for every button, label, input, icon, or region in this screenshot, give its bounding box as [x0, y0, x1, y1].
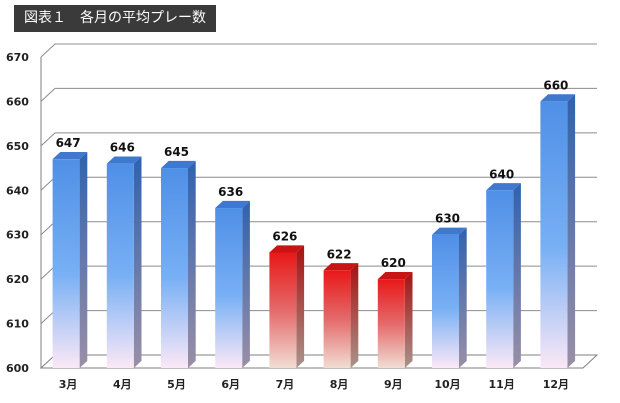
gridline [40, 43, 597, 58]
bar-side [404, 271, 413, 368]
bar-top [323, 263, 359, 271]
bar-side [242, 200, 250, 368]
data-label: 630 [435, 212, 460, 226]
bar [377, 271, 413, 368]
data-label: 640 [489, 167, 514, 181]
x-tick-label: 3月 [59, 378, 78, 391]
y-tick-label: 610 [6, 318, 29, 331]
x-tick-label: 6月 [221, 378, 240, 391]
bar-front [161, 168, 188, 368]
x-tick-label: 10月 [434, 378, 460, 391]
bar-top [432, 227, 467, 235]
bar [269, 245, 305, 368]
y-tick-label: 650 [6, 140, 29, 153]
bar-front [486, 190, 514, 368]
x-tick-label: 9月 [384, 378, 403, 391]
data-label: 622 [327, 247, 352, 261]
x-tick-label: 8月 [330, 378, 349, 391]
bar-front [323, 270, 351, 368]
bar-top [377, 271, 413, 280]
data-label: 660 [543, 78, 568, 92]
bar-top [215, 200, 250, 209]
bar-front [269, 252, 297, 368]
y-tick-label: 630 [6, 229, 29, 242]
bar-side [459, 227, 467, 368]
bar-front [377, 279, 405, 368]
bar-side [79, 152, 88, 368]
data-label: 647 [56, 136, 81, 150]
bar-top [269, 245, 305, 253]
gridline [40, 87, 597, 102]
bar-top [106, 156, 142, 164]
chart-title: 図表１ 各月の平均プレー数 [14, 5, 216, 32]
bar-side [296, 245, 305, 368]
data-label: 645 [164, 145, 189, 159]
bar-top [540, 94, 576, 102]
bar-side [513, 183, 521, 368]
bar [323, 263, 359, 368]
y-tick-label: 670 [6, 51, 29, 64]
bar [215, 200, 250, 368]
bar-top [486, 183, 521, 191]
bar-side [350, 263, 359, 368]
bar [161, 160, 196, 368]
bar [52, 152, 88, 368]
bar-side [567, 94, 576, 369]
y-tick-label: 620 [6, 273, 29, 286]
y-tick-label: 600 [6, 362, 29, 375]
bar-side [188, 160, 196, 368]
bar [540, 94, 576, 369]
bar-front [106, 163, 134, 368]
bar [432, 227, 467, 368]
bar [486, 183, 521, 368]
bar-top [52, 152, 88, 160]
gridline [40, 132, 597, 147]
data-label: 646 [110, 141, 135, 155]
bar-front [215, 208, 243, 368]
x-tick-label: 5月 [167, 378, 186, 391]
bar-side [133, 156, 142, 368]
x-tick-label: 4月 [113, 378, 132, 391]
x-tick-label: 7月 [276, 378, 295, 391]
bar-front [540, 101, 568, 368]
bar-front [432, 234, 459, 368]
data-label: 636 [218, 185, 243, 199]
bar-front [52, 159, 80, 368]
data-label: 626 [272, 229, 297, 243]
x-tick-label: 12月 [543, 378, 569, 391]
x-tick-label: 11月 [489, 378, 515, 391]
bar [106, 156, 142, 368]
data-label: 620 [381, 256, 406, 270]
y-tick-label: 660 [6, 95, 29, 108]
bar-top [161, 160, 196, 169]
y-tick-label: 640 [6, 184, 29, 197]
